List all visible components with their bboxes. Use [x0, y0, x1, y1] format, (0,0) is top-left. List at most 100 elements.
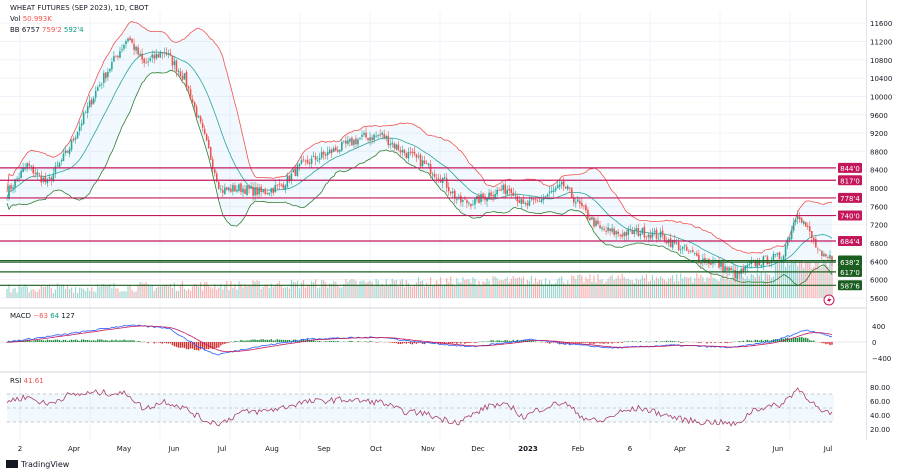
candle-body [292, 169, 295, 173]
flash-icon[interactable] [823, 294, 835, 306]
volume-bar [524, 284, 526, 298]
volume-bar [64, 288, 67, 298]
candle-body [294, 168, 297, 177]
macd-histogram-bar [262, 339, 264, 342]
macd-histogram-bar [256, 339, 258, 342]
price-tick-label: 5600 [870, 295, 888, 303]
macd-histogram-bar [494, 341, 496, 342]
macd-histogram-bar [50, 340, 53, 342]
volume-bar [450, 276, 452, 298]
candle-body [143, 58, 145, 64]
volume-bar [30, 289, 32, 298]
macd-histogram-bar [706, 342, 708, 344]
candle-body [754, 261, 757, 267]
macd-histogram-bar [768, 340, 771, 342]
volume-bar [12, 288, 14, 298]
macd-histogram-bar [492, 340, 494, 342]
candle-body [242, 188, 244, 193]
volume-bar [238, 281, 240, 298]
macd-histogram-bar [393, 342, 395, 343]
candle-body [381, 132, 383, 135]
volume-bar [502, 280, 504, 298]
candle-body [746, 265, 749, 267]
candle-body [250, 186, 252, 189]
volume-bar [20, 287, 22, 298]
candle-body [76, 132, 79, 139]
candle-body [234, 185, 236, 192]
volume-bar [371, 281, 373, 298]
volume-bar [718, 280, 720, 298]
candle-body [689, 250, 692, 252]
macd-histogram-bar [635, 341, 638, 342]
macd-histogram-bar [74, 339, 77, 342]
macd-histogram-bar [119, 340, 121, 342]
macd-histogram-bar [524, 340, 527, 342]
macd-tick-label: −400 [872, 355, 891, 363]
candle-body [659, 231, 662, 238]
volume-bar [359, 281, 361, 298]
candle-body [764, 255, 767, 257]
macd-histogram-bar [448, 342, 450, 344]
macd-histogram-bar [193, 342, 196, 350]
candle-body [653, 230, 656, 232]
volume-bar [42, 286, 44, 298]
volume-bar [532, 283, 535, 298]
volume-bar [821, 266, 823, 298]
macd-histogram-bar [698, 342, 700, 344]
macd-histogram-bar [550, 342, 553, 343]
volume-bar [403, 287, 405, 298]
volume-bar [538, 279, 541, 298]
candle-body [681, 246, 684, 249]
macd-histogram-bar [224, 342, 226, 344]
volume-bar [385, 279, 387, 298]
volume-bar [242, 287, 244, 298]
volume-bar [490, 285, 492, 298]
level-label: 638'2 [840, 259, 860, 267]
bb-basis-line [6, 51, 833, 269]
candle-body [258, 187, 260, 195]
macd-histogram-bar [64, 339, 67, 342]
candle-body [109, 68, 111, 72]
macd-histogram-bar [413, 342, 416, 344]
price-tick-label: 11200 [870, 38, 892, 46]
macd-histogram-bar [268, 339, 270, 342]
macd-histogram-bar [530, 340, 533, 342]
candle-body [776, 252, 779, 255]
volume-bar [38, 289, 40, 298]
candle-body [510, 189, 513, 194]
candle-body [548, 191, 551, 193]
price-tick-label: 10400 [870, 75, 892, 83]
macd-histogram-bar [335, 341, 337, 342]
macd-histogram-bar [409, 342, 412, 344]
volume-bar [149, 286, 151, 298]
tradingview-brand[interactable]: TradingView [6, 460, 69, 469]
macd-histogram-bar [419, 342, 422, 343]
volume-bar [315, 279, 317, 298]
volume-bar [296, 280, 299, 298]
macd-histogram-bar [565, 342, 567, 345]
candle-body [811, 231, 813, 238]
volume-bar [395, 280, 397, 298]
volume-bar [787, 262, 789, 298]
candle-body [141, 53, 143, 60]
candle-body [12, 187, 14, 189]
macd-histogram-bar [103, 340, 105, 342]
volume-bar [44, 286, 46, 298]
candle-body [494, 194, 496, 198]
volume-bar [555, 282, 557, 298]
volume-bar [234, 284, 236, 298]
axes: 11600 11200 10800 10400 10000 9600 9200 8800 840… [18, 0, 892, 453]
macd-histogram-bar [597, 342, 599, 343]
candle-body [373, 134, 375, 141]
volume-bar [391, 278, 393, 298]
candle-body [431, 174, 434, 176]
volume-bar [117, 288, 119, 298]
candle-body [337, 149, 339, 152]
candle-body [14, 179, 16, 188]
candle-body [244, 189, 246, 194]
volume-bar [619, 278, 621, 298]
tradingview-logo-icon [6, 460, 18, 468]
volume-bar [214, 284, 216, 298]
bb-basis-value: 6757 [21, 26, 40, 34]
candle-body [679, 249, 682, 251]
